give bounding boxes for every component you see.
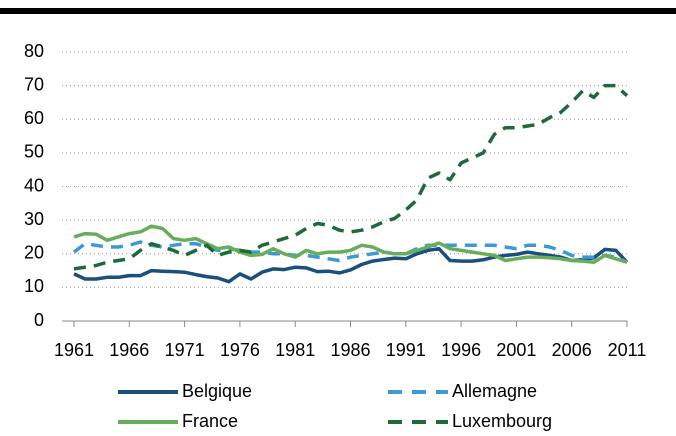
- legend-label: Belgique: [182, 381, 252, 401]
- y-tick-label: 50: [24, 142, 44, 162]
- series-line: [73, 246, 629, 284]
- series-line: [73, 83, 629, 271]
- top-rule: [0, 8, 676, 14]
- y-tick-label: 10: [24, 276, 44, 296]
- y-tick-label: 20: [24, 243, 44, 263]
- x-tick-label: 2011: [608, 340, 647, 360]
- x-tick-label: 1971: [165, 340, 205, 360]
- y-tick-label: 60: [24, 108, 44, 128]
- y-tick-label: 0: [34, 310, 44, 330]
- x-tick-label: 1986: [330, 340, 370, 360]
- x-tick-label: 1976: [220, 340, 260, 360]
- legend-label: France: [182, 411, 238, 431]
- y-tick-label: 70: [24, 74, 44, 94]
- x-tick-label: 1991: [386, 340, 426, 360]
- legend-label: Allemagne: [452, 381, 537, 401]
- x-tick-label: 1961: [54, 340, 94, 360]
- x-tick-label: 2001: [496, 340, 536, 360]
- x-tick-label: 1981: [275, 340, 315, 360]
- x-tick-label: 1966: [109, 340, 149, 360]
- x-tick-label: 2006: [552, 340, 592, 360]
- y-tick-label: 30: [24, 209, 44, 229]
- y-tick-label: 80: [24, 41, 44, 61]
- legend-label: Luxembourg: [452, 411, 552, 431]
- series-line: [72, 240, 628, 264]
- y-tick-label: 40: [24, 175, 44, 195]
- x-tick-label: 1996: [441, 340, 481, 360]
- series-line: [73, 224, 628, 264]
